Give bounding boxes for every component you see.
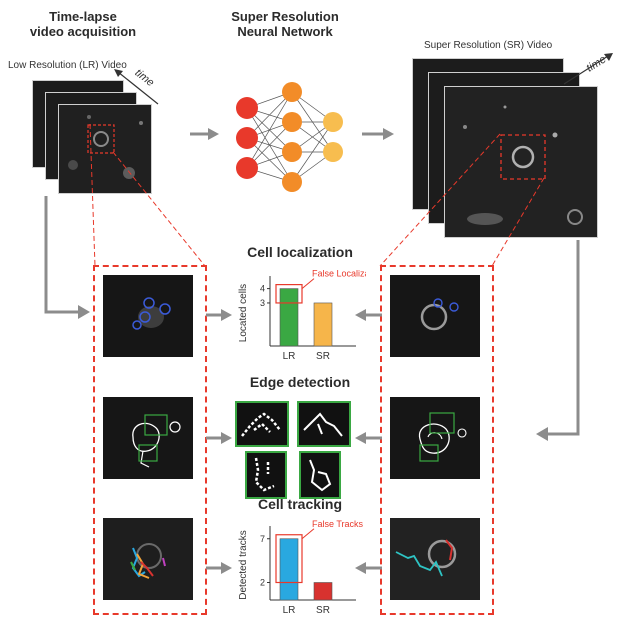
- lr-crop-tracking: [103, 518, 193, 600]
- bar-sr: [313, 302, 333, 347]
- y-tick-label-4: 4: [260, 284, 265, 294]
- annotation-pointer: [301, 278, 315, 289]
- time-arrow-left: [114, 69, 159, 105]
- x-tick-label-lr: LR: [283, 605, 296, 616]
- bar-sr: [313, 582, 333, 601]
- y-axis-label: Located cells: [238, 284, 249, 342]
- time-arrow-right: [563, 53, 613, 85]
- annotation-label: False Tracks: [312, 519, 364, 529]
- sr-crop-localization: [390, 275, 480, 357]
- lr-crops-panel: [93, 265, 207, 615]
- lr-video-label: Low Resolution (LR) Video: [8, 60, 127, 71]
- bar-lr: [279, 538, 299, 601]
- lr-crop-localization: [103, 275, 193, 357]
- sr-crop-tracking: [390, 518, 480, 600]
- sr-frame-cells: [463, 105, 583, 225]
- edge-tile-sr-bottom: [299, 451, 341, 499]
- y-tick-label-3: 3: [260, 298, 265, 308]
- arrow-sr-loc-to-chart: [355, 309, 382, 321]
- nn-hidden-layer: [282, 82, 302, 192]
- edge-tile-sr-top: [297, 401, 351, 447]
- sr-crop-edge: [390, 397, 480, 479]
- annotation-pointer: [301, 528, 315, 540]
- localization-chart: Located cells 3 4 LR SR False Localizations: [238, 269, 366, 362]
- sr-video-frame-front: [444, 86, 598, 238]
- edge-zoom-tiles: [235, 401, 351, 499]
- arrow-lr-track-to-chart: [206, 562, 232, 574]
- false-region-box: [275, 284, 303, 304]
- edge-tile-lr-bottom: [245, 451, 287, 499]
- lr-frame-cells: [68, 115, 143, 179]
- section-title-edge: Edge detection: [249, 374, 351, 390]
- annotation-label: False Localizations: [312, 269, 366, 279]
- section-title-localization: Cell localization: [247, 244, 353, 260]
- nn-input-layer: [236, 97, 258, 179]
- neural-network-diagram: [236, 82, 343, 192]
- lr-video-frame-front: [58, 104, 152, 194]
- arrow-lr-to-nn: [190, 128, 219, 140]
- sr-crops-panel: [380, 265, 494, 615]
- arrow-nn-to-sr: [362, 128, 394, 140]
- x-tick-label-sr: SR: [316, 351, 330, 362]
- acquisition-title: Time-lapse video acquisition: [29, 9, 137, 39]
- arrow-lr-edge-to-tiles: [206, 432, 232, 444]
- section-title-tracking: Cell tracking: [257, 496, 343, 512]
- lr-crop-edge: [103, 397, 193, 479]
- x-tick-label-lr: LR: [283, 351, 296, 362]
- bar-lr: [279, 288, 299, 347]
- y-tick-label-7: 7: [260, 534, 265, 544]
- y-tick-label-2: 2: [260, 578, 265, 588]
- nn-output-layer: [323, 112, 343, 162]
- neural-network-title: Super Resolution Neural Network: [231, 9, 339, 39]
- arrow-sr-edge-to-tiles: [355, 432, 382, 444]
- tracking-chart: Detected tracks 2 7 LR SR False Tracks: [238, 519, 364, 616]
- arrow-lr-loc-to-chart: [206, 309, 232, 321]
- arrow-sr-track-to-chart: [355, 562, 382, 574]
- y-axis-label: Detected tracks: [238, 530, 249, 599]
- false-region-box: [275, 534, 303, 584]
- sr-video-label: Super Resolution (SR) Video: [424, 40, 553, 51]
- x-tick-label-sr: SR: [316, 605, 330, 616]
